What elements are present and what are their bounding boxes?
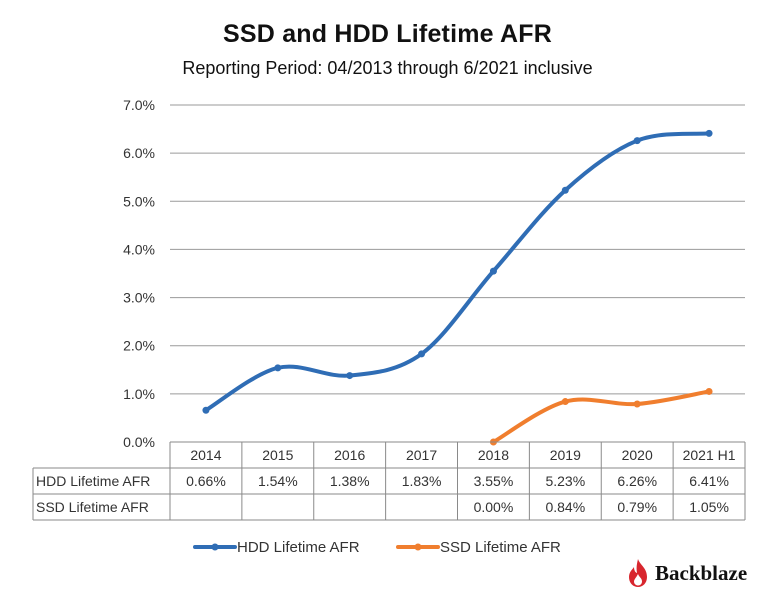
chart-title: SSD and HDD Lifetime AFR xyxy=(223,20,552,48)
data-point xyxy=(705,387,713,395)
legend-label: SSD Lifetime AFR xyxy=(440,539,561,556)
x-tick-label: 2016 xyxy=(334,447,365,463)
table-series-name: HDD Lifetime AFR xyxy=(36,473,150,489)
data-point xyxy=(489,267,497,275)
y-tick-label: 0.0% xyxy=(123,434,155,450)
data-point xyxy=(561,398,569,406)
data-label: 1.05% xyxy=(689,499,729,515)
y-tick-label: 6.0% xyxy=(123,145,155,161)
data-point xyxy=(418,350,426,358)
table-series-name: SSD Lifetime AFR xyxy=(36,499,149,515)
legend: HDD Lifetime AFR SSD Lifetime AFR xyxy=(193,539,561,556)
series-line-ssd-lifetime-afr xyxy=(491,389,712,444)
data-table: 2014 2015 2016 2017 2018 2019 2020 2021 H1 HDD L… xyxy=(32,441,746,521)
y-tick-label: 5.0% xyxy=(123,193,155,209)
x-tick-label: 2021 H1 xyxy=(683,447,736,463)
data-point xyxy=(202,406,210,414)
data-point xyxy=(274,364,282,372)
data-point xyxy=(705,129,713,137)
flame-icon xyxy=(629,559,647,587)
y-tick-label: 7.0% xyxy=(123,97,155,113)
data-point xyxy=(561,186,569,194)
data-label: 3.55% xyxy=(474,473,514,489)
data-point xyxy=(346,372,354,380)
y-axis: 0.0% 1.0% 2.0% 3.0% 4.0% 5.0% 6.0% 7.0% xyxy=(123,97,155,450)
x-tick-label: 2017 xyxy=(406,447,437,463)
chart-subtitle: Reporting Period: 04/2013 through 6/2021… xyxy=(182,58,593,78)
data-label: 6.26% xyxy=(617,473,657,489)
y-tick-label: 1.0% xyxy=(123,386,155,402)
brand-logo: Backblaze xyxy=(627,555,747,591)
data-label: 1.38% xyxy=(330,473,370,489)
grid-lines xyxy=(170,104,745,443)
data-label: 1.54% xyxy=(258,473,298,489)
x-tick-label: 2019 xyxy=(550,447,581,463)
y-tick-label: 3.0% xyxy=(123,290,155,306)
series-line-hdd-lifetime-afr xyxy=(203,131,712,413)
data-label: 0.00% xyxy=(474,499,514,515)
data-label: 5.23% xyxy=(545,473,585,489)
y-tick-label: 4.0% xyxy=(123,241,155,257)
data-point xyxy=(633,400,641,408)
x-tick-label: 2015 xyxy=(262,447,293,463)
data-label: 0.66% xyxy=(186,473,226,489)
y-tick-label: 2.0% xyxy=(123,338,155,354)
data-point xyxy=(633,137,641,145)
series-lines xyxy=(202,129,713,446)
x-tick-label: 2018 xyxy=(478,447,509,463)
data-label: 6.41% xyxy=(689,473,729,489)
data-label: 0.79% xyxy=(617,499,657,515)
legend-marker xyxy=(211,543,219,551)
legend-label: HDD Lifetime AFR xyxy=(237,539,360,556)
x-tick-label: 2020 xyxy=(622,447,653,463)
x-tick-label: 2014 xyxy=(190,447,221,463)
data-label: 0.84% xyxy=(545,499,585,515)
legend-marker xyxy=(414,543,422,551)
data-label: 1.83% xyxy=(402,473,442,489)
brand-name: Backblaze xyxy=(655,560,748,585)
